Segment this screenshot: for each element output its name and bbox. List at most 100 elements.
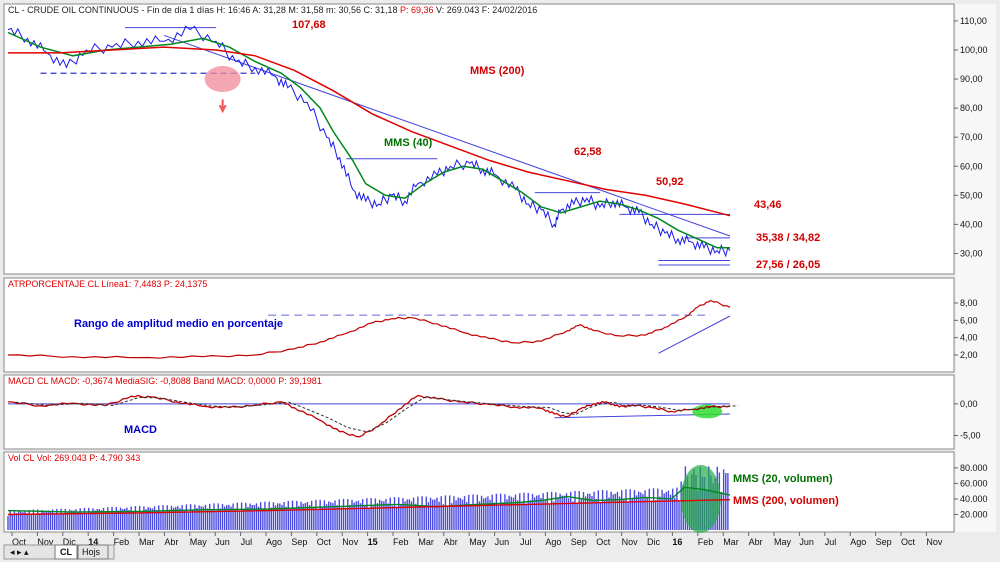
x-tick-label: May [774, 537, 792, 547]
x-tick-label: Jul [520, 537, 532, 547]
y-tick-label: 6,00 [960, 315, 978, 325]
x-tick-label: Oct [596, 537, 611, 547]
macd-signal-line [15, 396, 738, 433]
x-tick-label: Sep [876, 537, 892, 547]
x-tick-label: Ago [850, 537, 866, 547]
y-tick-label: 20.000 [960, 509, 988, 519]
x-tick-label: Feb [698, 537, 714, 547]
x-tick-label: Nov [622, 537, 639, 547]
x-tick-label: Mar [139, 537, 155, 547]
atr-trend-line [658, 315, 731, 354]
y-axis-area [956, 4, 996, 532]
trend-line [163, 34, 731, 237]
x-tick-label: Nov [342, 537, 359, 547]
x-tick-label: 15 [368, 537, 378, 547]
price-annotation: 43,46 [754, 199, 782, 211]
y-tick-label: 8,00 [960, 298, 978, 308]
price-annotation: 107,68 [292, 19, 326, 31]
price-panel [3, 3, 955, 275]
down-arrow-icon [218, 99, 227, 114]
y-tick-label: 40,00 [960, 219, 983, 229]
x-tick-label: Feb [393, 537, 409, 547]
y-tick-label: 100,00 [960, 45, 988, 55]
atr-annotation: Rango de amplitud medio en porcentaje [74, 318, 283, 330]
x-tick-label: Oct [901, 537, 916, 547]
x-tick-label: Ago [266, 537, 282, 547]
x-tick-label: 14 [88, 537, 98, 547]
atr-header: ATRPORCENTAJE CL Línea1: 7,4483 P: 24,13… [8, 279, 207, 289]
y-tick-label: 60.000 [960, 478, 988, 488]
x-tick-label: 16 [672, 537, 682, 547]
x-tick-label: Jul [241, 537, 253, 547]
y-tick-label: -5,00 [960, 431, 981, 441]
x-tick-label: Jun [215, 537, 230, 547]
y-tick-label: 80.000 [960, 463, 988, 473]
volume-average-line [7, 486, 731, 513]
macd-panel [3, 374, 955, 450]
volume-highlight [680, 464, 721, 533]
y-tick-label: 50,00 [960, 190, 983, 200]
y-tick-label: 70,00 [960, 132, 983, 142]
x-tick-label: Mar [418, 537, 434, 547]
y-tick-label: 30,00 [960, 248, 983, 258]
y-tick-label: 90,00 [960, 74, 983, 84]
x-tick-label: Feb [114, 537, 130, 547]
macd-series-group [7, 394, 738, 438]
x-tick-label: Nov [37, 537, 54, 547]
y-tick-labels: 110,00 100,00 90,00 80,00 70,00 60,00 50,00 40,… [954, 16, 988, 519]
price-header: CL - CRUDE OIL CONTINUOUS - Fin de día 1… [8, 5, 537, 15]
volume-annotation: MMS (200, volumen) [733, 495, 839, 507]
tab-cl-label: CL [60, 547, 72, 557]
y-tick-label: 4,00 [960, 333, 978, 343]
macd-annotation: MACD [124, 424, 157, 436]
x-tick-label: Sep [571, 537, 587, 547]
y-tick-label: 80,00 [960, 103, 983, 113]
price-series-line [8, 46, 731, 217]
annotations: 107,68 MMS (200) MMS (40) 62,58 50,92 43,46 35… [74, 19, 839, 507]
x-tick-label: Jun [495, 537, 510, 547]
nav-arrows[interactable]: ◂ ▸ ▴ [10, 547, 29, 557]
y-tick-label: 2,00 [960, 350, 978, 360]
macd-header: MACD CL MACD: -0,3674 MediaSIG: -0,8088 … [8, 376, 322, 386]
x-tick-label: Abr [749, 537, 763, 547]
volume-average-line [7, 499, 731, 516]
price-annotation: 27,56 / 26,05 [756, 259, 820, 271]
breakdown-highlight [204, 66, 241, 93]
x-tick-label: Nov [926, 537, 943, 547]
x-tick-label: Jun [799, 537, 814, 547]
atr-panel [3, 277, 955, 373]
price-annotation: 62,58 [574, 146, 602, 158]
price-series-group [7, 25, 731, 266]
x-tick-label: Abr [164, 537, 178, 547]
x-tick-label: Oct [12, 537, 27, 547]
x-tick-label: Sep [291, 537, 307, 547]
y-tick-label: 40.000 [960, 494, 988, 504]
atr-series-group [7, 299, 731, 359]
x-tick-label: May [190, 537, 208, 547]
volume-header: Vol CL Vol: 269.043 P: 4.790 343 [8, 453, 140, 463]
tab-hojs[interactable] [77, 544, 109, 560]
price-annotation: 35,38 / 34,82 [756, 232, 820, 244]
tab-cl[interactable] [54, 544, 78, 560]
x-tick-label: Abr [444, 537, 458, 547]
tab-hojs-label: Hojs [82, 547, 101, 557]
price-series-line [7, 31, 730, 249]
y-tick-label: 0,00 [960, 399, 978, 409]
price-annotation: 50,92 [656, 176, 684, 188]
x-tick-labels: Oct Nov Dic 14 Feb Mar Abr May Jun Jul Ago Sep Oct No… [11, 532, 943, 547]
macd-series-line [7, 394, 731, 438]
price-annotation: MMS (40) [384, 137, 433, 149]
x-tick-label: May [469, 537, 487, 547]
volume-series-group [7, 464, 731, 533]
price-annotation: MMS (200) [470, 65, 525, 77]
volume-annotation: MMS (20, volumen) [733, 473, 833, 485]
sheet-tabs: ◂ ▸ ▴ CL Hojs [3, 544, 115, 560]
x-tick-label: Dic [647, 537, 660, 547]
x-tick-label: Jul [825, 537, 837, 547]
y-tick-label: 60,00 [960, 161, 983, 171]
y-tick-label: 110,00 [960, 16, 987, 26]
x-tick-label: Oct [317, 537, 332, 547]
x-tick-label: Mar [723, 537, 739, 547]
